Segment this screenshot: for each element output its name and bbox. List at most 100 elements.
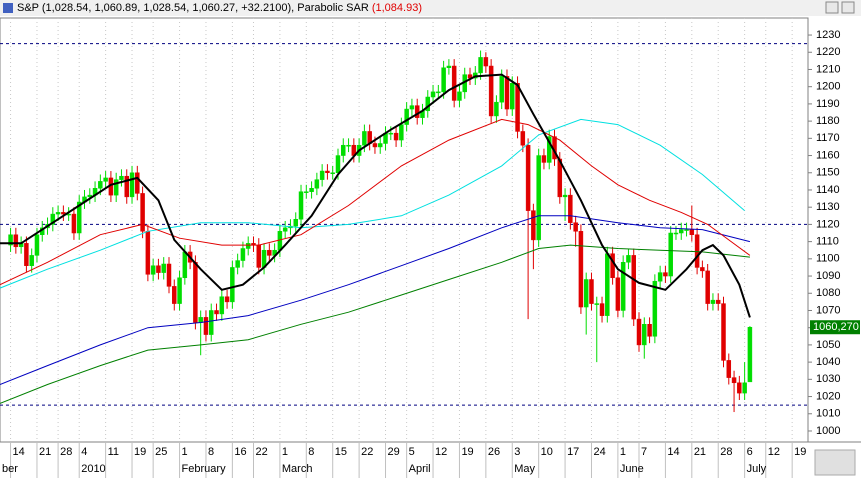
candle-body: [679, 229, 684, 234]
y-tick-label: 1160: [816, 149, 840, 161]
candle-body: [203, 317, 209, 335]
candle-body: [615, 277, 621, 311]
candle-body: [620, 262, 626, 311]
candle-body: [705, 270, 710, 304]
price-tag-box: [810, 320, 860, 335]
y-tick-label: 1040: [816, 356, 840, 368]
candle-body: [436, 91, 441, 94]
candle-body: [325, 170, 330, 174]
candle-body: [605, 253, 610, 316]
x-tick-label: 4: [81, 446, 87, 458]
x-tick-label: 29: [388, 446, 400, 458]
average-line: [0, 244, 750, 404]
candle-body: [510, 82, 515, 110]
candle-body: [721, 303, 726, 361]
y-tick-label: 1050: [816, 339, 840, 351]
x-tick-label: 6: [747, 446, 753, 458]
candle-body: [103, 177, 108, 182]
candle-body: [599, 303, 605, 316]
candle-body: [668, 232, 673, 277]
candle-body: [647, 324, 652, 337]
candle-body: [13, 234, 19, 248]
candle-body: [694, 234, 700, 268]
x-tick-label: 11: [108, 446, 119, 458]
candle-body: [684, 229, 689, 231]
candle-body: [161, 263, 166, 273]
y-tick-label: 1150: [816, 167, 840, 179]
candle-body: [129, 172, 135, 198]
y-tick-label: 1020: [816, 390, 840, 402]
candle-body: [737, 382, 742, 394]
candle-body: [689, 229, 695, 235]
x-tick-label: 12: [768, 446, 780, 458]
candle-body: [298, 191, 304, 220]
candle-body: [166, 263, 172, 287]
y-tick-label: 1230: [816, 29, 840, 41]
candle-body: [504, 76, 510, 110]
candle-body: [446, 65, 452, 69]
x-tick-label: 28: [720, 446, 732, 458]
candle-body: [309, 188, 314, 192]
candle-body: [124, 175, 129, 198]
candle-body: [119, 175, 124, 180]
candle-body: [135, 172, 140, 194]
y-tick-label: 1110: [816, 236, 839, 248]
x-tick-label: 26: [488, 446, 500, 458]
candle-body: [642, 324, 647, 346]
y-tick-label: 1130: [816, 201, 840, 213]
candle-body: [330, 172, 335, 175]
candle-body: [483, 57, 489, 67]
month-label: May: [514, 463, 535, 475]
restore-button[interactable]: [825, 1, 839, 14]
x-tick-label: 8: [308, 446, 314, 458]
x-tick-label: 1: [282, 446, 288, 458]
x-tick-label: 5: [409, 446, 415, 458]
header-bar: [0, 0, 861, 16]
month-label: June: [620, 463, 644, 475]
candle-body: [214, 310, 219, 315]
y-tick-label: 1010: [816, 408, 840, 420]
average-line: [0, 118, 751, 286]
y-tick-label: 1080: [816, 287, 840, 299]
candle-body: [594, 303, 600, 305]
x-tick-label: 14: [13, 446, 25, 458]
candle-body: [499, 76, 504, 103]
close-button[interactable]: [841, 1, 855, 14]
y-tick-label: 1000: [816, 425, 840, 437]
x-tick-label: 17: [567, 446, 579, 458]
chart-icon: [3, 3, 13, 13]
candle-body: [145, 231, 151, 275]
candle-body: [230, 267, 235, 303]
candle-body: [531, 210, 536, 241]
month-label: 2010: [81, 463, 105, 475]
candle-body: [673, 232, 679, 235]
candle-body: [208, 310, 214, 335]
candle-body: [362, 131, 367, 146]
x-tick-label: 1: [182, 446, 188, 458]
candle-body: [50, 213, 56, 225]
candle-body: [182, 251, 188, 279]
candle-body: [525, 144, 531, 211]
x-tick-label: 19: [794, 446, 806, 458]
candle-body: [388, 132, 394, 135]
x-tick-label: 14: [667, 446, 679, 458]
candle-body: [240, 248, 246, 261]
candle-body: [652, 280, 658, 337]
candle-body: [319, 170, 325, 180]
y-tick-label: 1200: [816, 81, 840, 93]
candle-body: [494, 101, 499, 117]
candle-body: [256, 244, 262, 268]
month-label: July: [747, 463, 767, 475]
average-line: [0, 118, 745, 289]
x-tick-label: 3: [514, 446, 520, 458]
month-label: March: [282, 463, 313, 475]
candle-body: [747, 326, 753, 383]
candle-body: [568, 194, 573, 223]
candle-body: [731, 377, 737, 384]
candle-body: [583, 279, 589, 308]
y-tick-label: 1090: [816, 270, 840, 282]
x-tick-label: 16: [234, 446, 246, 458]
candle-body: [726, 360, 732, 378]
candle-body: [536, 155, 541, 241]
